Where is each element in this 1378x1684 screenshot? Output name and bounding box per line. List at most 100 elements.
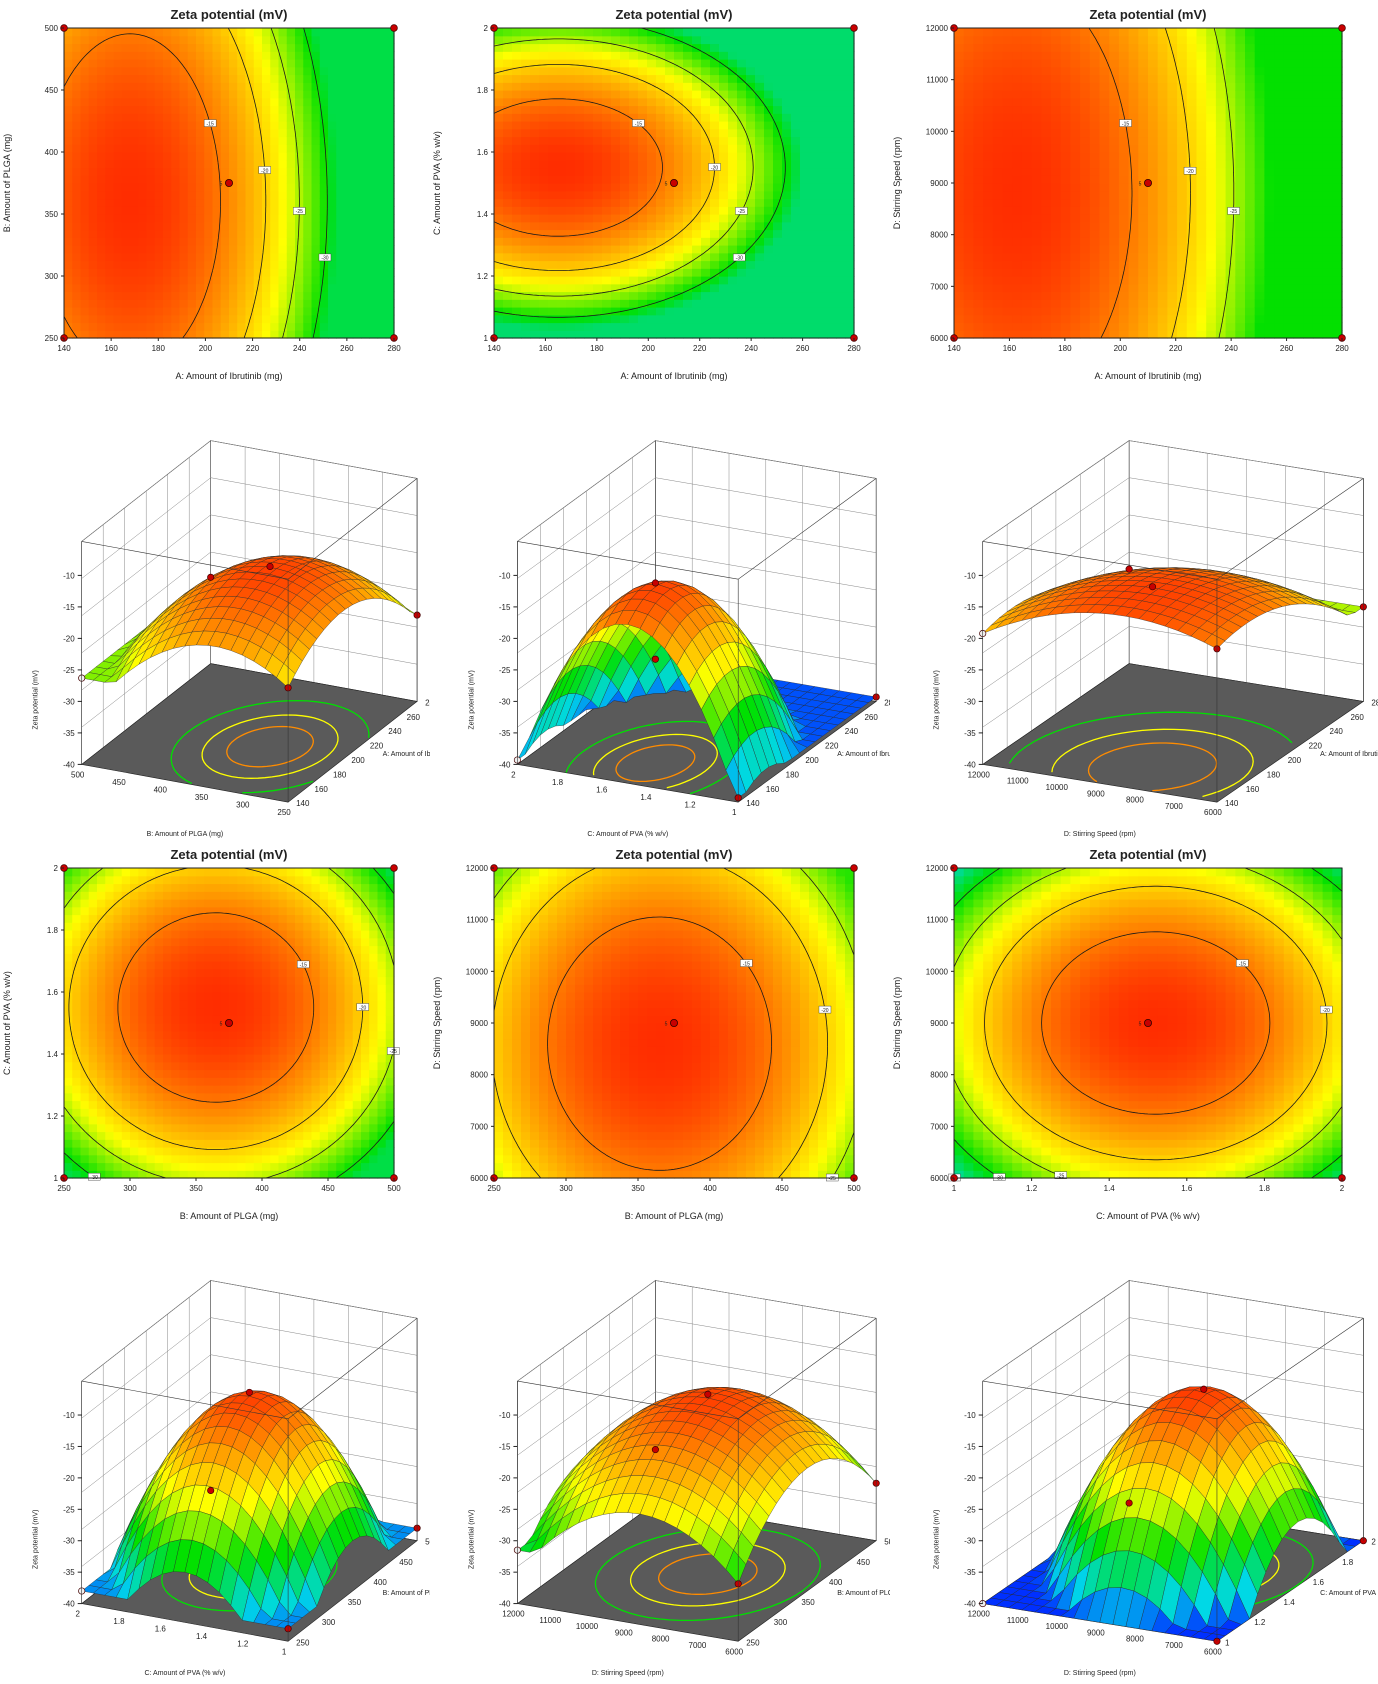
heatmap-cell [1158, 44, 1168, 52]
heatmap-cell [755, 82, 765, 90]
heatmap-cell [845, 67, 855, 75]
heatmap-cell [1100, 106, 1110, 114]
heatmap-cell [345, 82, 354, 90]
heatmap-cell [809, 315, 819, 323]
heatmap-cell [611, 214, 621, 222]
heatmap-cell [328, 175, 337, 183]
heatmap-cell [378, 323, 387, 331]
heatmap-cell [512, 268, 522, 276]
heatmap-cell [320, 307, 329, 315]
heatmap-cell [1274, 199, 1284, 207]
heatmap-cell [138, 299, 147, 307]
heatmap-cell [114, 191, 123, 199]
heatmap-cell [1070, 90, 1080, 98]
heatmap-cell [674, 28, 684, 36]
heatmap-cell [809, 237, 819, 245]
heatmap-cell [692, 183, 702, 191]
heatmap-cell [328, 230, 337, 238]
heatmap-cell [656, 106, 666, 114]
heatmap-cell [1294, 261, 1304, 269]
y-tick-label: 7000 [930, 282, 948, 291]
heatmap-cell [1109, 253, 1119, 261]
heatmap-cell [836, 137, 846, 145]
heatmap-cell [1022, 206, 1032, 214]
heatmap-cell [692, 82, 702, 90]
heatmap-cell [845, 191, 855, 199]
heatmap-cell [303, 307, 312, 315]
heatmap-cell [800, 222, 810, 230]
heatmap-cell [728, 44, 738, 52]
heatmap-cell [89, 129, 98, 137]
heatmap-cell [983, 168, 993, 176]
heatmap-cell [1061, 59, 1071, 67]
heatmap-cell [105, 28, 114, 36]
heatmap-cell [954, 206, 964, 214]
heatmap-cell [1041, 160, 1051, 168]
heatmap-cell [1313, 152, 1323, 160]
heatmap-cell [386, 191, 395, 199]
heatmap-cell [130, 175, 139, 183]
heatmap-cell [602, 129, 612, 137]
heatmap-cell [1032, 292, 1042, 300]
heatmap-cell [782, 51, 792, 59]
heatmap-cell [1245, 222, 1255, 230]
heatmap-cell [521, 237, 531, 245]
heatmap-cell [512, 330, 522, 338]
heatmap-cell [1332, 75, 1342, 83]
heatmap-cell [320, 323, 329, 331]
heatmap-cell [1274, 237, 1284, 245]
heatmap-cell [213, 307, 222, 315]
x-tick-label: 180 [152, 344, 166, 353]
contour-label: -15 [632, 120, 644, 128]
heatmap-cell [1303, 44, 1313, 52]
heatmap-cell [584, 222, 594, 230]
heatmap-cell [1003, 261, 1013, 269]
heatmap-cell [1187, 82, 1197, 90]
heatmap-cell [1332, 222, 1342, 230]
heatmap-cell [674, 323, 684, 331]
heatmap-cell [1255, 222, 1265, 230]
heatmap-cell [1090, 206, 1100, 214]
heatmap-cell [584, 323, 594, 331]
heatmap-cell [328, 245, 337, 253]
heatmap-cell [295, 59, 304, 67]
heatmap-cell [180, 168, 189, 176]
heatmap-cell [262, 67, 271, 75]
heatmap-cell [1100, 299, 1110, 307]
heatmap-cell [800, 144, 810, 152]
heatmap-cell [566, 113, 576, 121]
heatmap-cell [171, 28, 180, 36]
heatmap-cell [557, 261, 567, 269]
heatmap-cell [1206, 199, 1216, 207]
heatmap-cell [328, 137, 337, 145]
heatmap-cell [1109, 152, 1119, 160]
heatmap-cell [1255, 253, 1265, 261]
heatmap-cell [1148, 82, 1158, 90]
heatmap-cell [262, 36, 271, 44]
heatmap-cell [180, 206, 189, 214]
heatmap-cell [683, 323, 693, 331]
heatmap-cell [1303, 292, 1313, 300]
y-axis-label: B: Amount of PLGA (mg) [2, 134, 12, 233]
heatmap-cell [1032, 191, 1042, 199]
heatmap-cell [138, 113, 147, 121]
heatmap-cell [611, 323, 621, 331]
heatmap-cell [1197, 51, 1207, 59]
heatmap-cell [221, 214, 230, 222]
heatmap-cell [312, 152, 321, 160]
heatmap-cell [1294, 51, 1304, 59]
heatmap-cell [1090, 237, 1100, 245]
heatmap-cell [773, 36, 783, 44]
heatmap-cell [494, 82, 504, 90]
heatmap-cell [954, 214, 964, 222]
heatmap-cell [369, 59, 378, 67]
heatmap-cell [566, 261, 576, 269]
heatmap-cell [1235, 90, 1245, 98]
heatmap-cell [620, 175, 630, 183]
heatmap-cell [836, 245, 846, 253]
heatmap-cell [638, 106, 648, 114]
heatmap-cell [521, 137, 531, 145]
heatmap-cell [584, 28, 594, 36]
heatmap-cell [665, 284, 675, 292]
